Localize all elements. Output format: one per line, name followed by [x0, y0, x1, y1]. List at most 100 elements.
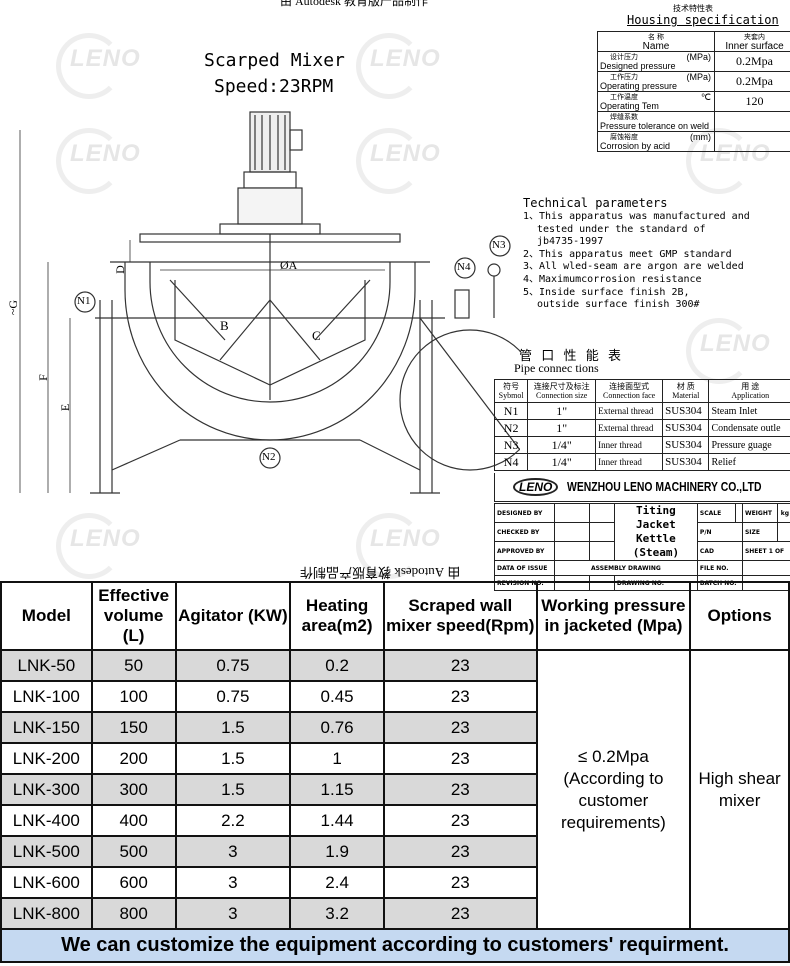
- pipe-cell: 1": [527, 419, 597, 437]
- housing-label-cell: 焊缝系数 Pressure tolerance on weld: [597, 111, 715, 132]
- header-en: Connection size: [536, 391, 588, 400]
- product-line3: (Steam): [632, 546, 680, 559]
- housing-label-cell: 设计压力 (MPa) Designed pressure: [597, 51, 715, 72]
- pipe-cell: N2: [493, 419, 529, 437]
- pipe-row: N4 1/4" Inner thread SUS304 Relief: [493, 453, 790, 471]
- weight: WEIGHT: [741, 503, 778, 523]
- label-cn: 腐蚀裕度: [610, 134, 638, 141]
- label-g: ~G: [6, 299, 21, 316]
- pressure-text: requirements): [560, 812, 666, 832]
- label: Operating pressure: [600, 81, 678, 91]
- checked-by: CHECKED BY: [494, 522, 555, 542]
- pipe-cell: External thread: [595, 419, 664, 437]
- pipe-header: 连接尺寸及标注 Connection size: [527, 379, 597, 403]
- technical-item: tested under the standard of: [537, 223, 706, 235]
- watermark-logo: LENO: [356, 33, 441, 99]
- technical-item: 5、Inside surface finish 2B,: [523, 286, 690, 298]
- housing-row: 工作温度 ℃ Operating Tem 120: [597, 91, 790, 112]
- pipe-cell: Condensate outle: [708, 419, 790, 437]
- table-cell: 600: [90, 866, 177, 899]
- housing-label-cell: 工作温度 ℃ Operating Tem: [597, 91, 715, 112]
- date-of-issue: DATA OF ISSUE: [494, 560, 555, 576]
- table-cell: LNK-800: [0, 897, 93, 930]
- cad: CAD: [696, 541, 743, 561]
- header-cn: 材 质: [676, 382, 695, 391]
- table-cell: 0.75: [174, 649, 292, 682]
- mixer-speed: Speed:23RPM: [214, 76, 334, 97]
- header-inner: Inner surface: [725, 41, 784, 52]
- unit: (MPa): [686, 72, 712, 82]
- housing-row: 腐蚀裕度 (mm) Corrosion by acid: [597, 131, 790, 152]
- approved-by: APPROVED BY: [494, 541, 555, 561]
- technical-item: jb4735-1997: [537, 236, 604, 248]
- technical-item: 3、All wled-seam are argon are welded: [523, 261, 744, 273]
- housing-title-cn: 技术特性表: [673, 4, 713, 13]
- unit: (MPa): [686, 52, 712, 62]
- table-cell: 1.5: [174, 711, 292, 744]
- header-inner-cn: 夹套内: [744, 34, 765, 41]
- table-cell: LNK-300: [0, 773, 93, 806]
- table-cell: 3.2: [289, 897, 386, 930]
- column-header: Agitator (KW): [174, 581, 292, 651]
- label-cn: 设计压力: [610, 54, 638, 61]
- pipes-title: Pipe connec tions: [514, 361, 599, 375]
- table-cell: 1.44: [289, 804, 386, 837]
- pipe-cell: Relief: [708, 453, 790, 471]
- table-cell: LNK-150: [0, 711, 93, 744]
- housing-row: 工作压力 (MPa) Operating pressure 0.2Mpa: [597, 71, 790, 92]
- table-row: LNK-500 500 3 1.9 23: [0, 835, 789, 868]
- label: Corrosion by acid: [600, 141, 671, 151]
- header-cn: 符号: [503, 382, 520, 391]
- pipe-cell: External thread: [595, 402, 664, 420]
- label-n4: N4: [457, 261, 471, 273]
- header-name-cn: 名 称: [648, 34, 664, 41]
- table-cell: 400: [90, 804, 177, 837]
- table-cell: 3: [174, 866, 292, 899]
- pressure-text: customer: [578, 790, 649, 810]
- pipe-cell: SUS304: [662, 402, 710, 420]
- table-cell: 2.4: [289, 866, 386, 899]
- table-cell: 23: [383, 897, 538, 930]
- pipe-connections-table: 符号 Sybmol 连接尺寸及标注 Connection size 连接面型式 Conne…: [493, 379, 790, 471]
- table-row: LNK-100 100 0.75 0.45 23: [0, 680, 789, 713]
- pressure-cell: ≤ 0.2Mpa (According to customer requirement…: [535, 649, 692, 930]
- watermark-logo: LENO: [356, 128, 441, 194]
- pipe-cell: SUS304: [662, 453, 710, 471]
- table-cell: 1.5: [174, 742, 292, 775]
- pipe-header: 连接面型式 Connection face: [595, 379, 664, 403]
- column-header: Options: [689, 581, 790, 651]
- size: SIZE: [741, 522, 778, 542]
- table-cell: LNK-400: [0, 804, 93, 837]
- file-no: FILE NO.: [696, 560, 743, 576]
- table-cell: 23: [383, 649, 538, 682]
- column-header: Heating area(m2): [289, 581, 386, 651]
- watermark-logo: LENO: [56, 513, 141, 579]
- table-cell: 3: [174, 835, 292, 868]
- label-n1: N1: [77, 295, 91, 307]
- table-cell: 23: [383, 773, 538, 806]
- table-cell: 1: [289, 742, 386, 775]
- table-row: LNK-150 150 1.5 0.76 23: [0, 711, 789, 744]
- label-a: ØA: [280, 258, 298, 272]
- header-cn: 连接尺寸及标注: [533, 382, 590, 391]
- header-en: Connection face: [603, 391, 656, 400]
- options-text: High shear: [698, 768, 781, 788]
- label-n2: N2: [262, 451, 276, 463]
- label-d: D: [112, 265, 127, 274]
- housing-value: [714, 111, 790, 132]
- label: Operating Tem: [600, 101, 659, 111]
- label-f: F: [35, 374, 50, 381]
- pipe-cell: Inner thread: [595, 453, 664, 471]
- table-cell: 1.15: [289, 773, 386, 806]
- technical-drawing: LENO LENO LENO LENO LENO LENO LENO LENO …: [6, 0, 790, 591]
- table-row: LNK-600 600 3 2.4 23: [0, 866, 789, 899]
- housing-label-cell: 腐蚀裕度 (mm) Corrosion by acid: [597, 131, 715, 152]
- pipe-cell: Steam Inlet: [708, 402, 790, 420]
- spec-table: Model Effective volume (L) Agitator (KW) He…: [0, 581, 790, 963]
- product-line2: Jacket Kettle: [636, 518, 676, 545]
- label-b: B: [220, 318, 229, 333]
- customization-note: We can customize the equipment according…: [0, 928, 790, 963]
- table-cell: LNK-200: [0, 742, 93, 775]
- table-cell: 23: [383, 711, 538, 744]
- designed-by: DESIGNED BY: [494, 503, 555, 523]
